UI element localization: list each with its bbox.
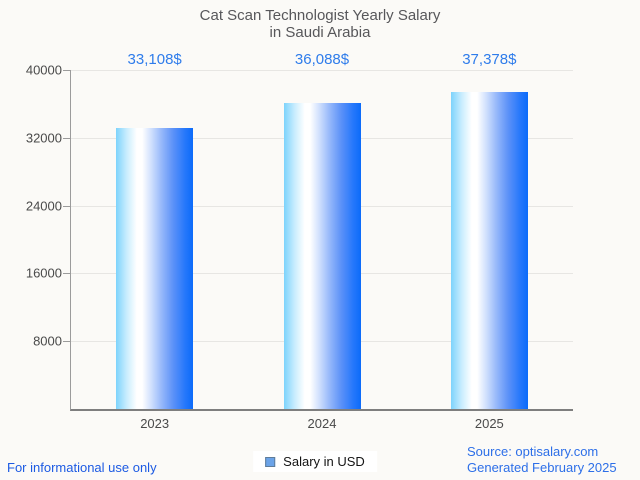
y-tick-label: 16000 <box>25 265 62 281</box>
axis-tick <box>63 70 71 71</box>
generated-line: Generated February 2025 <box>467 460 617 475</box>
axis-tick <box>63 341 71 343</box>
plot-area: 8000 16000 24000 32000 40000 33,108$ 2023 36,08… <box>26 51 573 431</box>
x-tick-label: 2023 <box>140 416 170 431</box>
axis-tick <box>63 137 71 139</box>
source-line: Source: optisalary.com <box>467 444 599 459</box>
bar <box>450 92 528 409</box>
legend: Salary in USD <box>253 451 377 472</box>
gridline <box>71 70 573 71</box>
legend-label: Salary in USD <box>283 454 365 469</box>
x-tick-label: 2024 <box>307 416 337 431</box>
axis-tick <box>63 273 71 275</box>
chart-title: Cat Scan Technologist Yearly Salary in S… <box>0 7 640 41</box>
value-label: 33,108$ <box>127 51 182 68</box>
source-block: Source: optisalary.com Generated Februar… <box>467 444 617 476</box>
value-label: 37,378$ <box>462 51 517 68</box>
bar <box>283 103 361 409</box>
y-tick-label: 24000 <box>25 198 62 214</box>
axis-tick <box>63 205 71 207</box>
y-tick-label: 32000 <box>25 130 62 146</box>
x-tick-label: 2025 <box>474 416 504 431</box>
legend-swatch-icon <box>265 456 276 467</box>
value-label: 36,088$ <box>294 51 350 68</box>
chart-title-line2: in Saudi Arabia <box>269 24 371 41</box>
disclaimer-text: For informational use only <box>7 460 157 475</box>
y-tick-label: 40000 <box>25 62 62 78</box>
y-tick-label: 8000 <box>33 333 62 349</box>
bar <box>116 128 194 409</box>
chart-title-line1: Cat Scan Technologist Yearly Salary <box>199 7 441 24</box>
